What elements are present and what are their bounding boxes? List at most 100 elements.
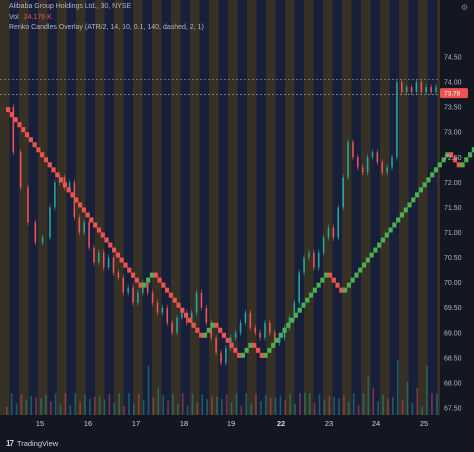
session-band (95, 0, 105, 415)
volume-bar (294, 403, 296, 415)
candle-body (19, 152, 22, 188)
renko-brick (108, 242, 113, 248)
date-tick-label: 25 (420, 419, 428, 428)
candle-body (41, 237, 44, 243)
renko-brick (403, 207, 408, 213)
price-tick-label: 73.50 (444, 105, 462, 112)
volume-bar (255, 393, 257, 415)
date-tick-label: 16 (84, 419, 92, 428)
candle-body (98, 252, 100, 263)
candle-body (225, 347, 227, 363)
renko-brick (115, 252, 121, 258)
candle-body (352, 142, 354, 158)
volume-bar (328, 396, 331, 415)
renko-brick (324, 272, 329, 278)
volume-bar (142, 400, 145, 415)
renko-brick (308, 292, 314, 298)
tradingview-mark: 17 (6, 439, 14, 448)
session-band (323, 0, 333, 415)
candle-body (405, 87, 408, 93)
volume-bar (152, 397, 155, 415)
session-band (142, 0, 152, 415)
candle-body (435, 87, 437, 93)
volume-bar (279, 395, 282, 415)
renko-brick (373, 247, 378, 253)
volume-bar (377, 401, 379, 415)
date-tick-label: 24 (372, 419, 380, 428)
renko-brick (100, 232, 105, 238)
renko-brick (339, 287, 344, 293)
volume-label: Vol (9, 14, 19, 21)
candle-body (347, 142, 349, 178)
volume-bar (392, 396, 394, 415)
candle-body (371, 152, 374, 158)
session-band (304, 0, 314, 415)
tradingview-logo-text: TradingView (16, 439, 59, 448)
candle-body (156, 302, 159, 313)
candle-body (264, 322, 266, 338)
candle-body (176, 317, 178, 333)
volume-bar (362, 393, 365, 415)
price-tag-value: 73.78 (444, 90, 461, 97)
candle-body (361, 167, 364, 173)
session-band (133, 0, 143, 415)
candle-body (376, 152, 379, 163)
tradingview-logo[interactable]: 17 TradingView (6, 439, 58, 448)
renko-brick (327, 272, 333, 278)
indicator-legend[interactable]: Renko Candles Overlay (ATR/2, 14, 10, 0.… (9, 24, 204, 31)
volume-bar (20, 394, 23, 415)
session-band (370, 0, 380, 415)
renko-brick (233, 347, 238, 353)
candle-body (415, 82, 418, 93)
renko-brick (180, 307, 185, 313)
volume-bar (338, 398, 340, 415)
renko-brick (176, 302, 181, 308)
session-band (123, 0, 133, 415)
renko-brick (229, 342, 234, 348)
volume-bar (343, 394, 345, 415)
renko-brick (104, 237, 109, 243)
candle-body (337, 207, 340, 238)
volume-bar (79, 401, 81, 415)
candle-body (54, 182, 56, 208)
session-band (389, 0, 399, 415)
candle-body (127, 287, 129, 293)
candle-body (396, 82, 398, 158)
volume-bar (25, 399, 28, 415)
renko-brick (399, 212, 405, 218)
candle-body (88, 222, 90, 248)
renko-brick (221, 332, 227, 338)
renko-brick (112, 247, 117, 253)
volume-bar (147, 365, 150, 415)
volume-bar (421, 406, 423, 415)
candle-body (357, 157, 359, 168)
renko-brick (36, 147, 41, 153)
renko-brick (96, 227, 102, 233)
renko-brick (202, 332, 208, 338)
candle-body (229, 337, 232, 348)
candle-body (425, 87, 428, 93)
volume-bar (431, 393, 433, 415)
volume-bar (230, 402, 233, 415)
candle-body (381, 162, 384, 173)
volume-bar (284, 400, 287, 415)
renko-brick (392, 222, 397, 228)
price-tick-label: 68.50 (444, 355, 462, 362)
candle-body (146, 282, 149, 293)
volume-bar (411, 403, 414, 415)
candle-body (308, 252, 310, 258)
candle-body (269, 322, 271, 333)
session-band (38, 0, 48, 415)
symbol-title[interactable]: Alibaba Group Holdings Ltd., 30, NYSE (9, 3, 132, 10)
volume-bar (396, 360, 399, 415)
renko-brick (358, 267, 363, 273)
volume-bar (108, 394, 111, 415)
date-tick-label: 15 (36, 419, 44, 428)
renko-brick (418, 187, 423, 193)
volume-bar (74, 393, 77, 415)
volume-bar (128, 393, 130, 415)
gear-icon[interactable]: ⚙ (460, 3, 468, 12)
session-band (351, 0, 361, 415)
